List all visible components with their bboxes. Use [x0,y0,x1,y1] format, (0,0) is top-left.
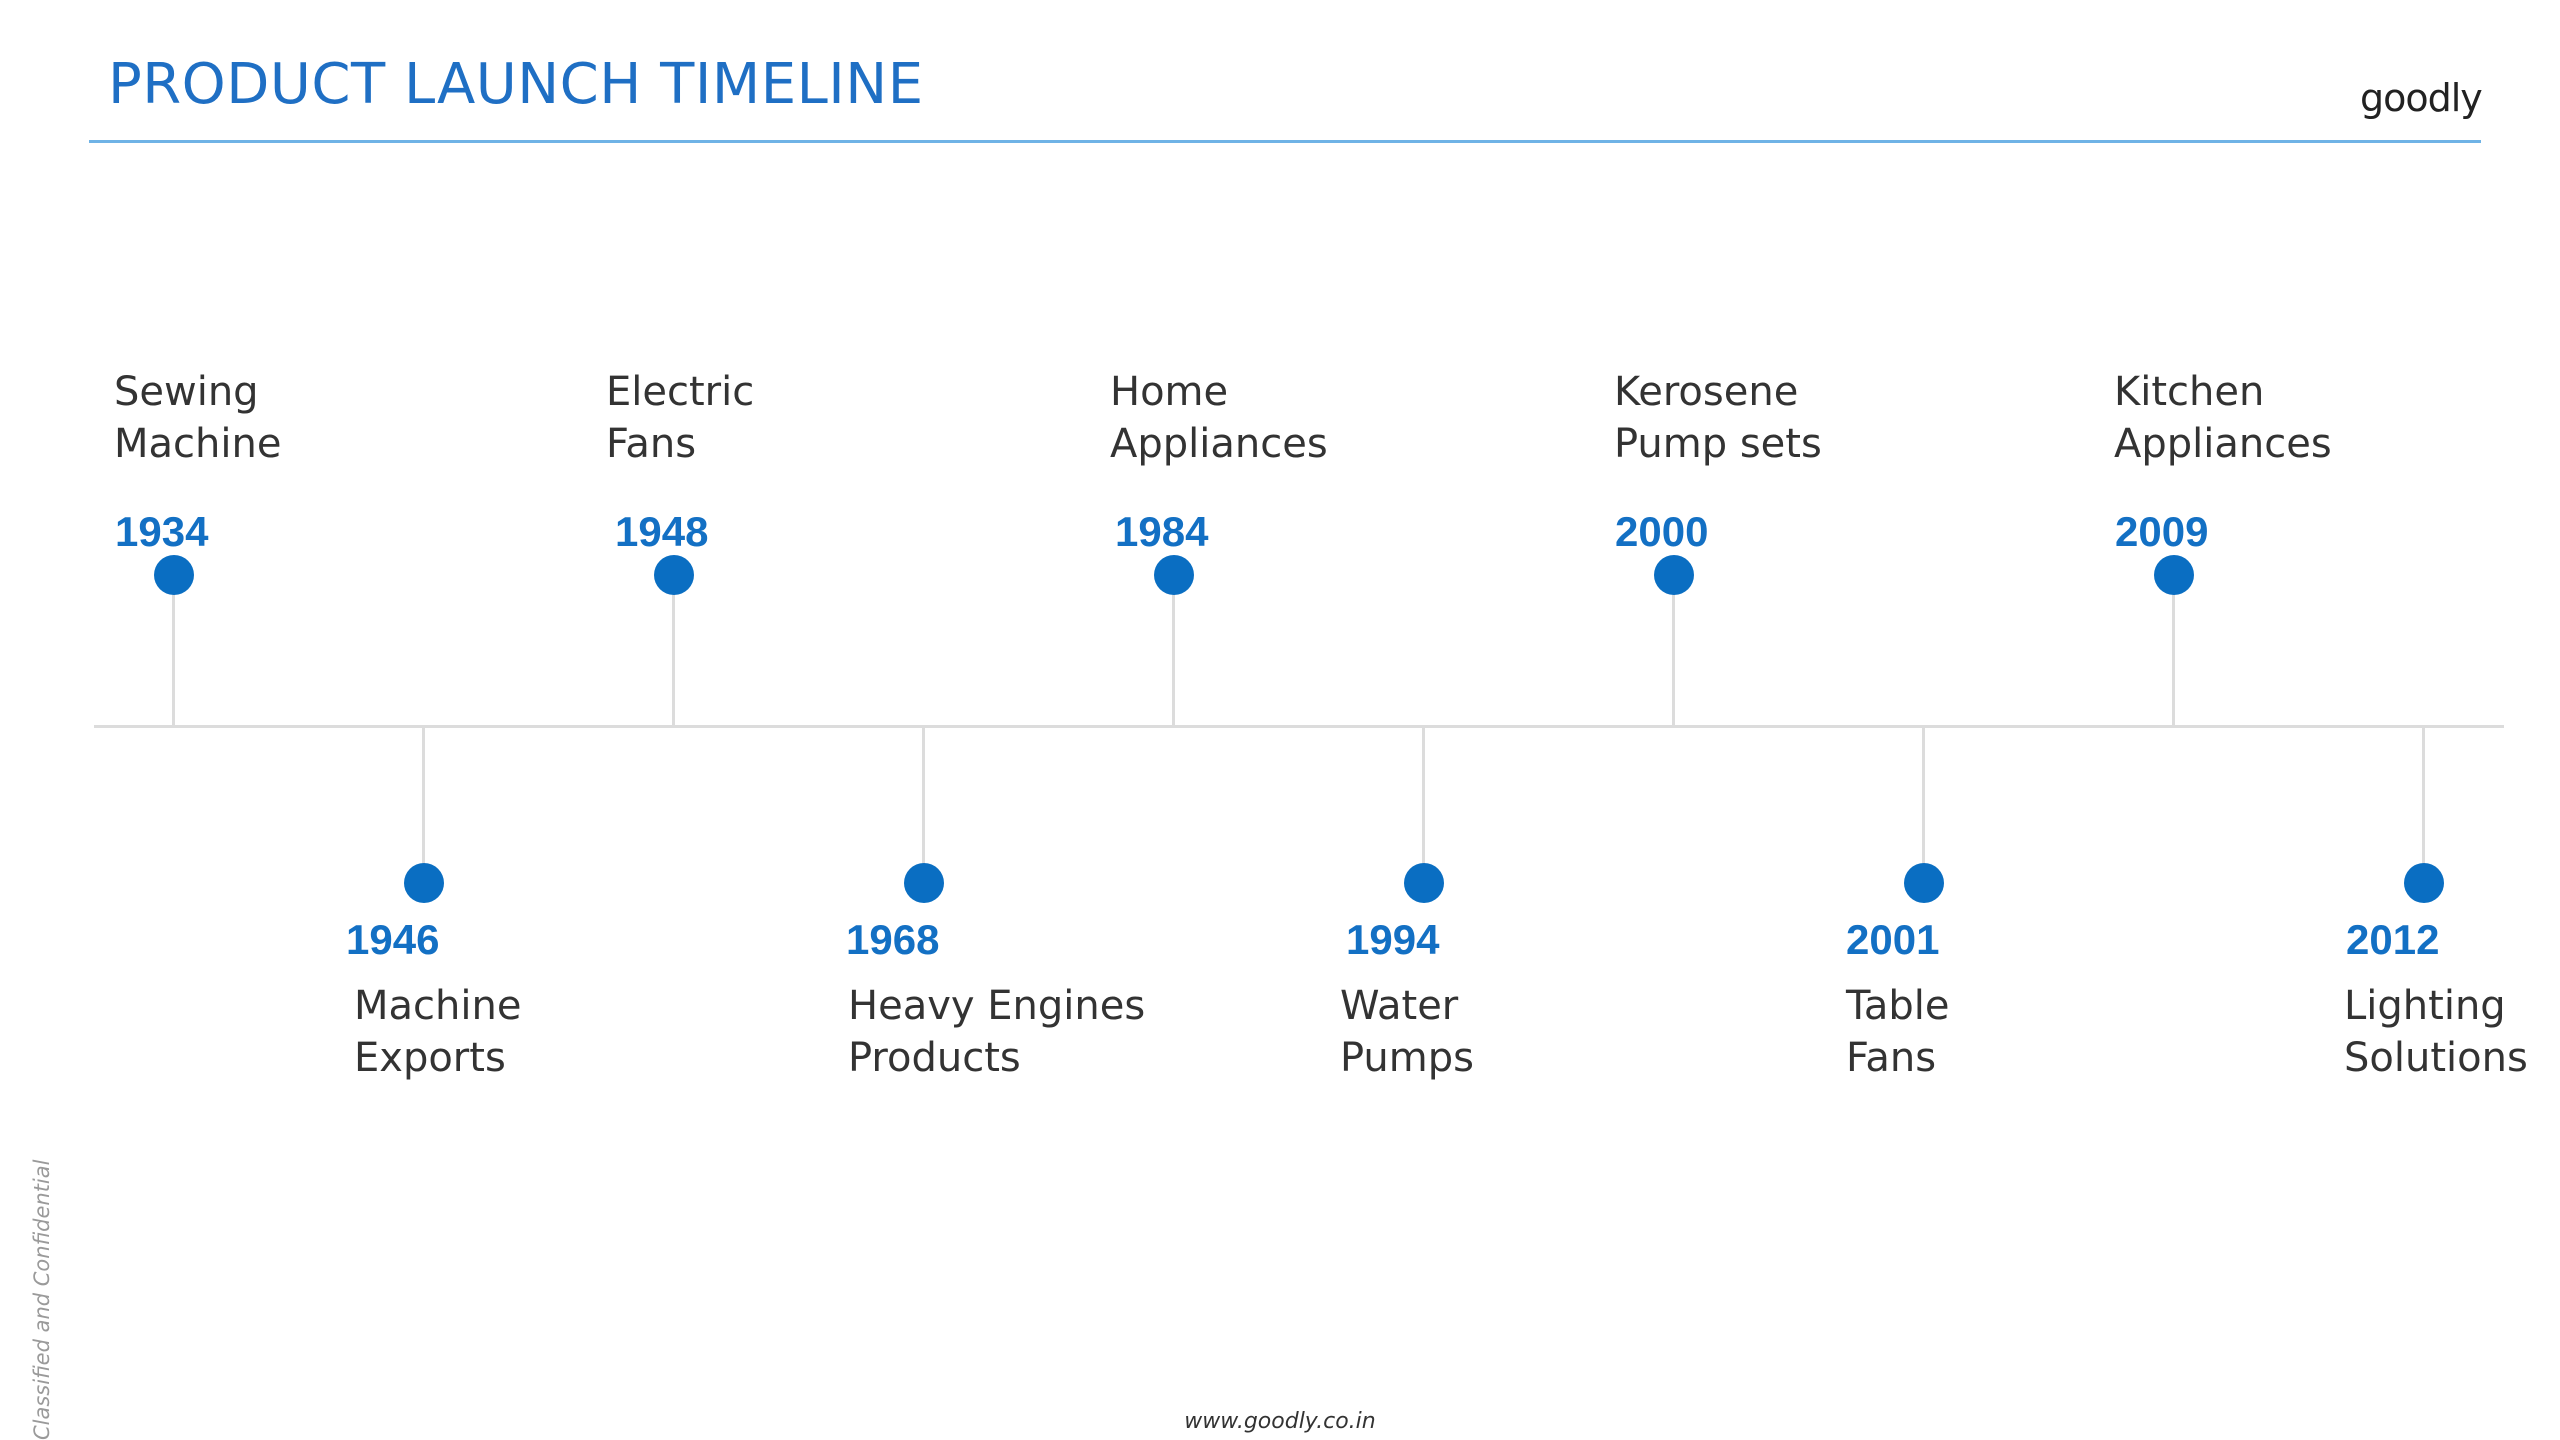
timeline-marker [2404,863,2444,903]
timeline-marker [2154,555,2194,595]
event-label: Machine Exports [354,983,522,1081]
timeline-stem [1672,575,1675,727]
timeline-stem [1422,727,1425,881]
timeline-stem [672,575,675,727]
event-label: Sewing Machine [114,369,282,467]
event-label: Kitchen Appliances [2114,369,2332,467]
timeline-stem [922,727,925,881]
title-divider [89,140,2481,143]
timeline-stem [422,727,425,881]
footer-url: www.goodly.co.in [1184,1409,1376,1434]
timeline-marker [904,863,944,903]
goodly-logo: goodly [2360,76,2483,120]
timeline-marker [154,555,194,595]
event-label: Heavy Engines Products [848,983,1146,1081]
timeline-stem [2422,727,2425,881]
event-year: 1948 [615,508,709,555]
event-year: 1994 [1346,916,1440,963]
event-year: 1946 [346,916,440,963]
event-year: 2009 [2115,508,2209,555]
timeline-marker [1904,863,1944,903]
timeline-axis [94,725,2504,728]
event-label: Home Appliances [1110,369,1328,467]
event-year: 1934 [115,508,209,555]
timeline-marker [404,863,444,903]
confidential-note: Classified and Confidential [30,1159,54,1440]
event-year: 1968 [846,916,940,963]
timeline-marker [1404,863,1444,903]
page-title: PRODUCT LAUNCH TIMELINE [108,52,924,117]
timeline-marker [654,555,694,595]
timeline-stem [2172,575,2175,727]
timeline-stem [1172,575,1175,727]
timeline-stem [172,575,175,727]
event-year: 2001 [1846,916,1940,963]
event-year: 2000 [1615,508,1709,555]
event-year: 1984 [1115,508,1209,555]
event-year: 2012 [2346,916,2440,963]
event-label: Kerosene Pump sets [1614,369,1822,467]
timeline-marker [1154,555,1194,595]
event-label: Table Fans [1846,983,1950,1081]
event-label: Water Pumps [1340,983,1474,1081]
timeline-stem [1922,727,1925,881]
event-label: Electric Fans [606,369,755,467]
timeline-marker [1654,555,1694,595]
event-label: Lighting Solutions [2344,983,2528,1081]
